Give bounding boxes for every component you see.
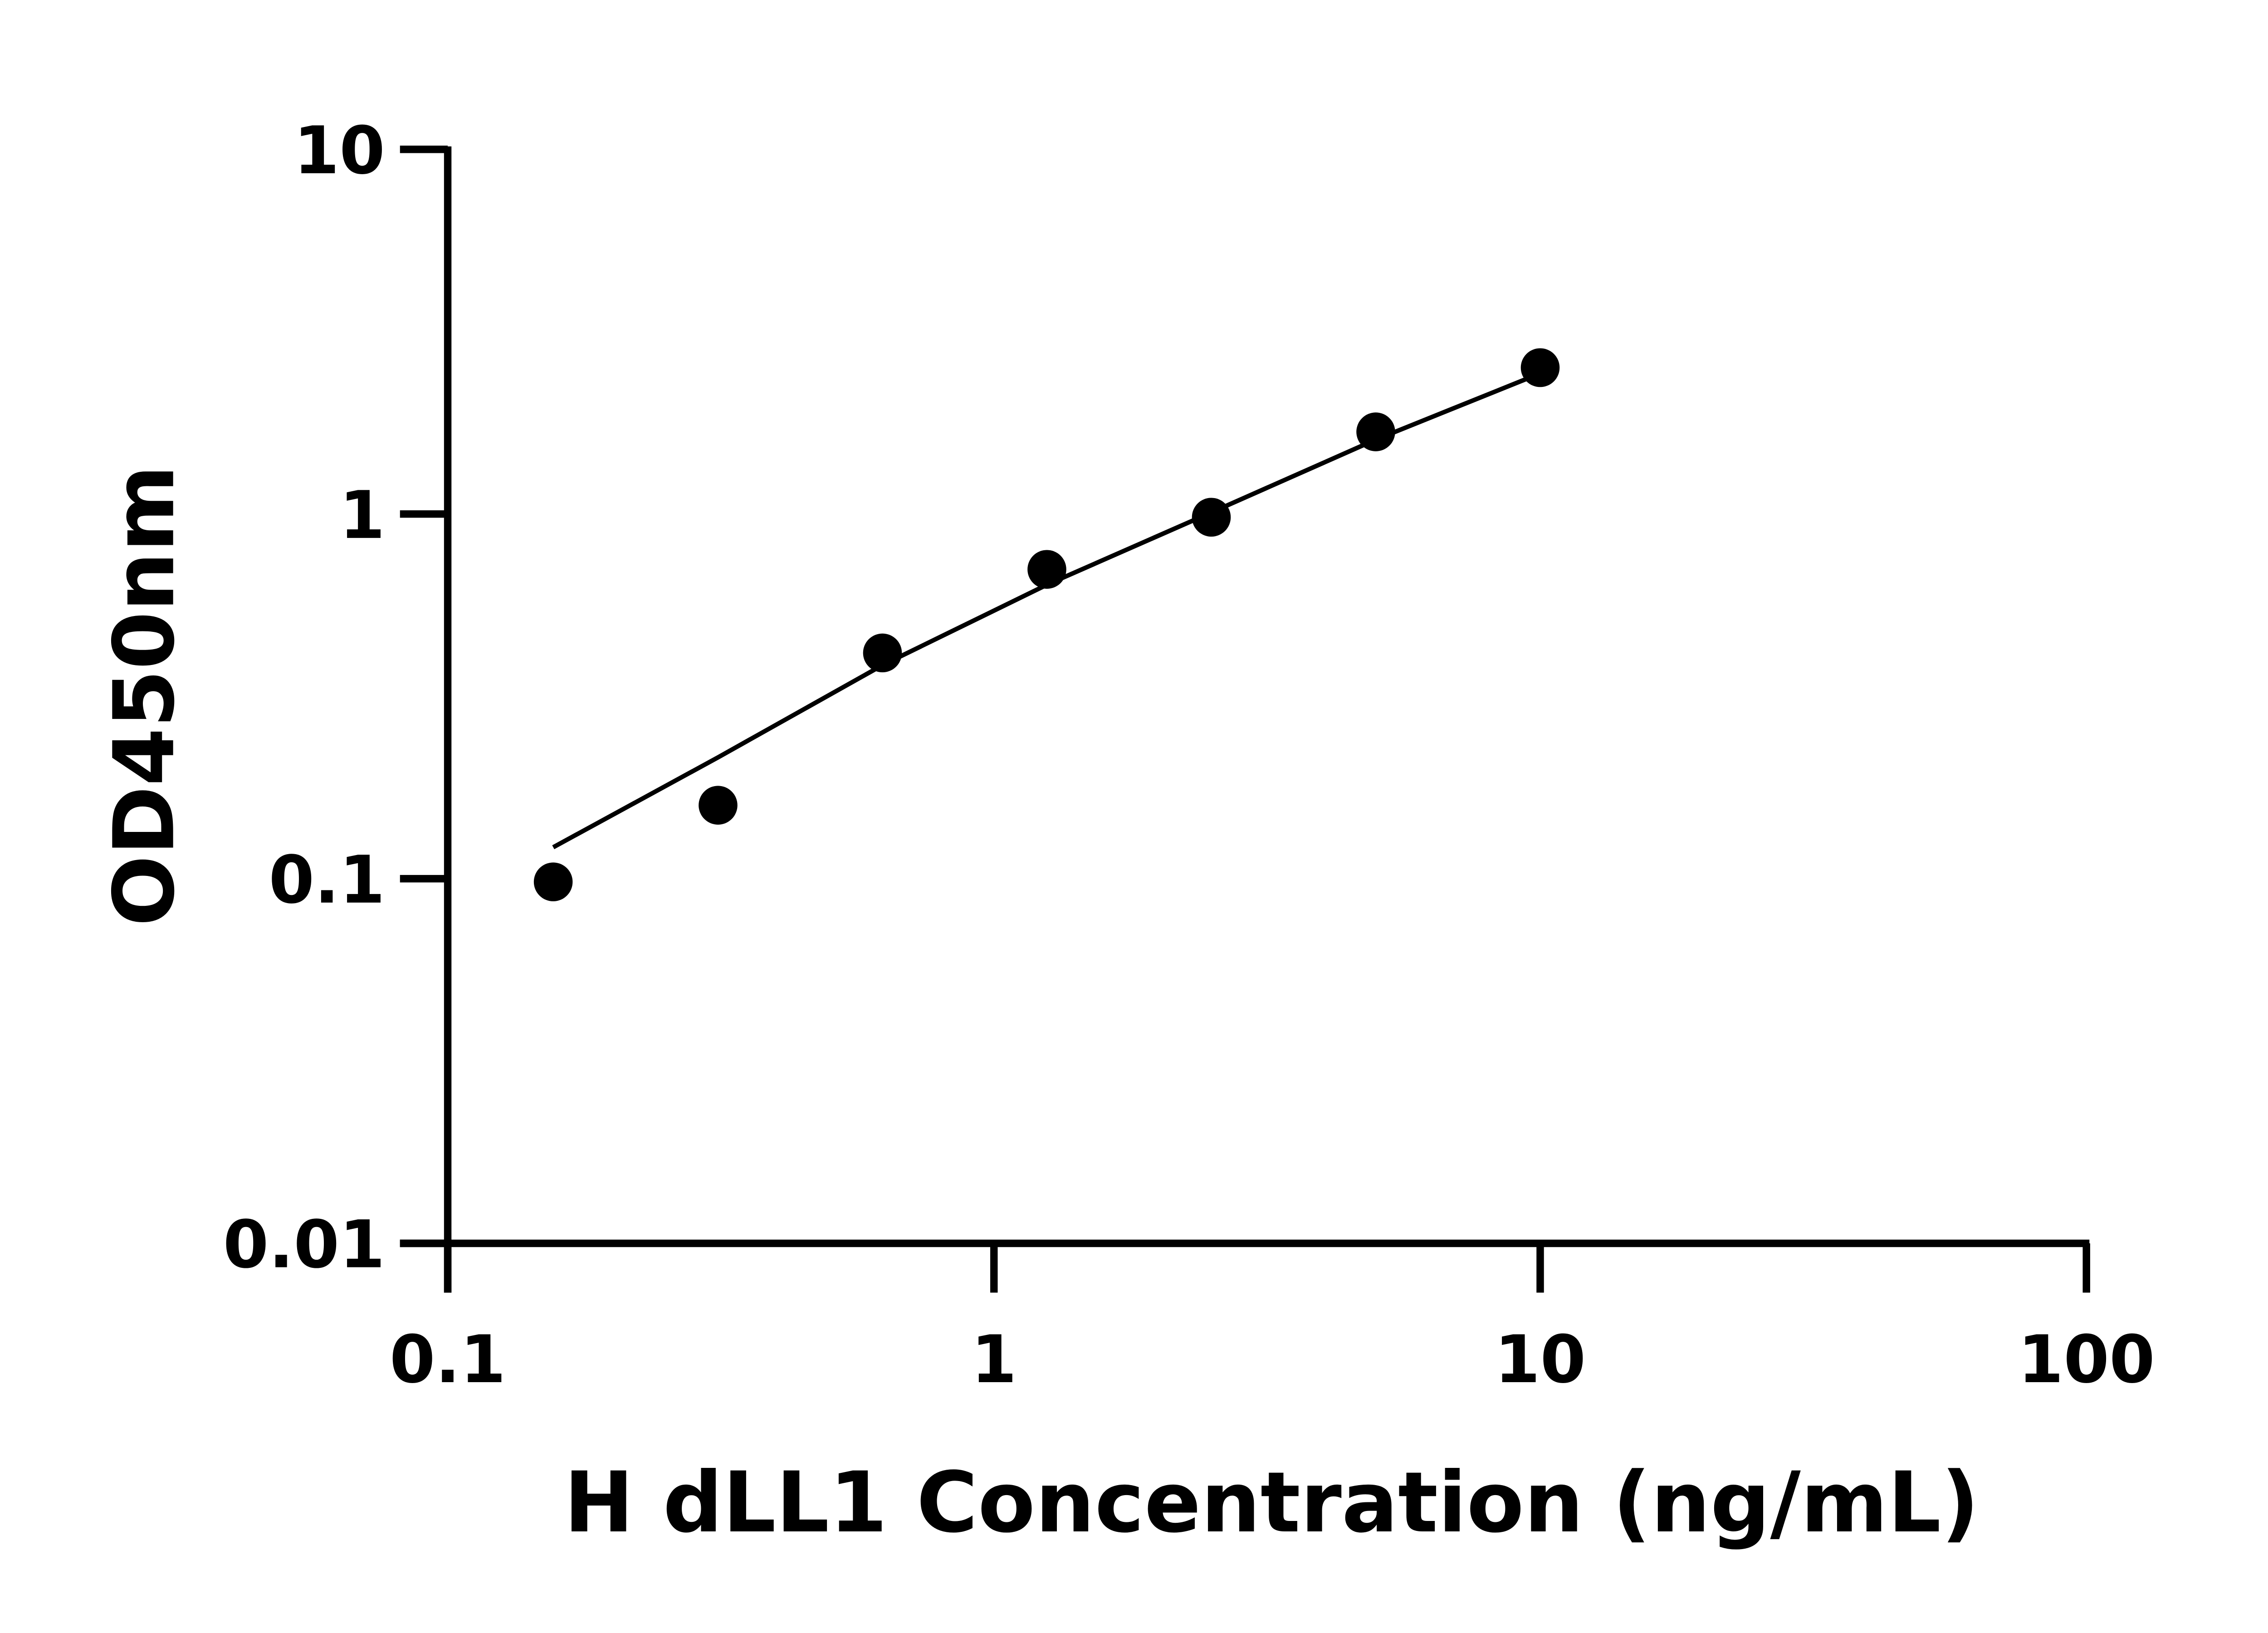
y-tick-label: 1: [339, 478, 385, 554]
data-point: [1520, 348, 1560, 387]
y-tick-label: 0.01: [223, 1207, 385, 1283]
y-tick-label: 10: [293, 113, 385, 189]
x-tick-label: 0.1: [390, 1322, 506, 1398]
data-point: [863, 633, 902, 673]
fit-curve: [552, 371, 1541, 850]
x-axis-label: H dLL1 Concentration (ng/mL): [564, 1454, 1979, 1551]
x-tick-label: 1: [971, 1322, 1017, 1398]
x-tick-label: 100: [2018, 1322, 2155, 1398]
axes: [400, 146, 2090, 1293]
data-point: [699, 786, 738, 825]
y-tick-label: 0.1: [269, 842, 385, 919]
y-axis-label: OD450nm: [96, 465, 193, 926]
data-point: [1027, 550, 1066, 589]
data-point: [533, 862, 573, 901]
data-point: [1192, 498, 1231, 537]
data-point: [1356, 412, 1395, 451]
x-tick-label: 10: [1495, 1322, 1586, 1398]
